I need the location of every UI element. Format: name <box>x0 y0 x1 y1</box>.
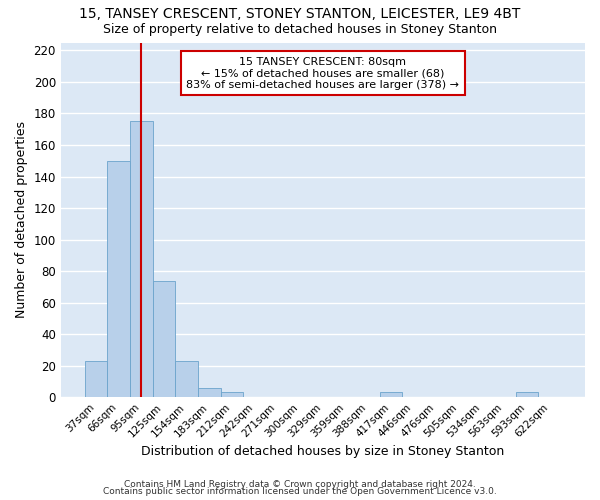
Bar <box>85 361 107 397</box>
Bar <box>107 160 130 397</box>
Text: Size of property relative to detached houses in Stoney Stanton: Size of property relative to detached ho… <box>103 22 497 36</box>
Bar <box>175 361 198 397</box>
X-axis label: Distribution of detached houses by size in Stoney Stanton: Distribution of detached houses by size … <box>141 444 505 458</box>
Text: 15 TANSEY CRESCENT: 80sqm
← 15% of detached houses are smaller (68)
83% of semi-: 15 TANSEY CRESCENT: 80sqm ← 15% of detac… <box>187 56 460 90</box>
Bar <box>198 388 221 397</box>
Bar <box>221 392 244 397</box>
Bar <box>152 280 175 397</box>
Y-axis label: Number of detached properties: Number of detached properties <box>15 122 28 318</box>
Text: Contains public sector information licensed under the Open Government Licence v3: Contains public sector information licen… <box>103 488 497 496</box>
Text: 15, TANSEY CRESCENT, STONEY STANTON, LEICESTER, LE9 4BT: 15, TANSEY CRESCENT, STONEY STANTON, LEI… <box>79 8 521 22</box>
Bar <box>380 392 403 397</box>
Bar <box>516 392 538 397</box>
Text: Contains HM Land Registry data © Crown copyright and database right 2024.: Contains HM Land Registry data © Crown c… <box>124 480 476 489</box>
Bar <box>130 122 152 397</box>
